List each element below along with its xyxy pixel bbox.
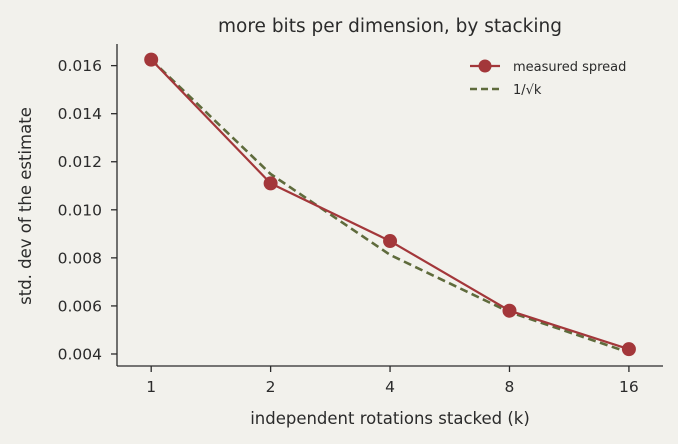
- axes: [116, 44, 663, 367]
- x-tick-label: 2: [266, 378, 276, 396]
- x-axis-label: independent rotations stacked (k): [250, 409, 530, 428]
- legend-label-inverse-sqrt-k: 1/√k: [513, 83, 542, 98]
- x-ticks: 1 2 4 8 16: [146, 366, 639, 396]
- y-tick-label: 0.014: [58, 105, 102, 123]
- chart-title: more bits per dimension, by stacking: [218, 16, 562, 37]
- y-axis-label: std. dev of the estimate: [16, 107, 35, 305]
- series-layer: [144, 52, 636, 357]
- x-tick-label: 16: [619, 378, 639, 396]
- data-point-measured-spread: [502, 303, 517, 318]
- data-point-measured-spread: [383, 234, 398, 249]
- legend: measured spread 1/√k: [470, 59, 626, 98]
- x-tick-label: 4: [385, 378, 395, 396]
- y-tick-label: 0.008: [58, 249, 102, 267]
- series-line-0: [150, 58, 630, 351]
- legend-label-measured-spread: measured spread: [513, 60, 626, 75]
- series-line-1: [150, 58, 630, 354]
- x-tick-label: 1: [146, 378, 156, 396]
- y-tick-label: 0.006: [58, 297, 102, 315]
- y-tick-label: 0.016: [58, 57, 102, 75]
- y-tick-label: 0.012: [58, 153, 102, 171]
- data-point-measured-spread: [263, 176, 278, 191]
- y-tick-label: 0.004: [58, 345, 102, 363]
- y-ticks: 0.004 0.006 0.008 0.010 0.012 0.014 0.016: [58, 57, 117, 363]
- legend-marker-measured-spread: [478, 59, 492, 73]
- y-tick-label: 0.010: [58, 201, 102, 219]
- data-point-measured-spread: [621, 342, 636, 357]
- data-point-measured-spread: [144, 52, 159, 67]
- x-tick-label: 8: [505, 378, 515, 396]
